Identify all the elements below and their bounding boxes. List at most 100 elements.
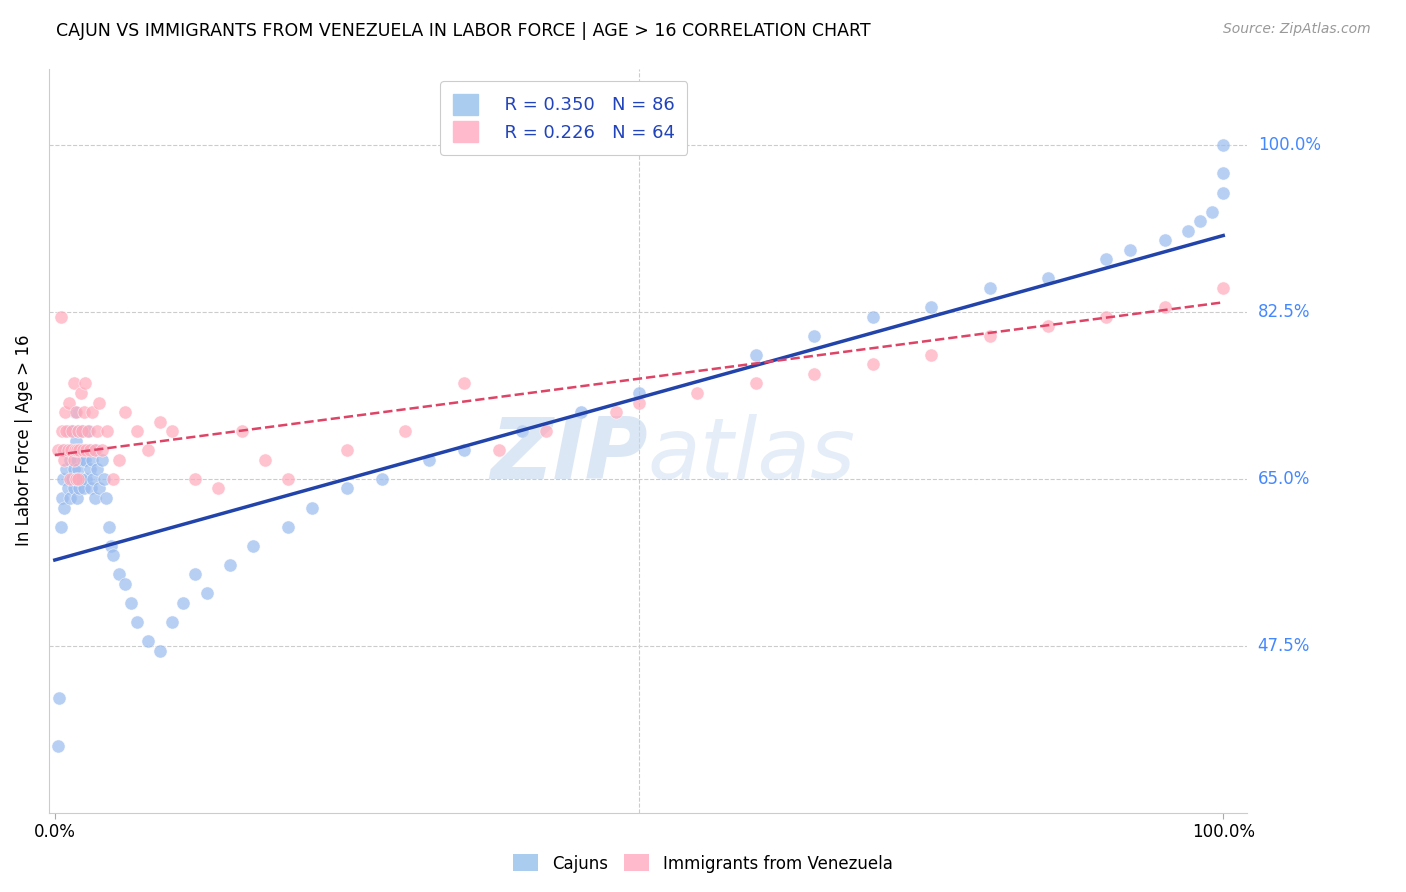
Point: [69, 472, 91, 486]
Point: [979, 281, 1001, 295]
Point: [803, 328, 825, 343]
Point: [55, 462, 77, 476]
Point: [1212, 186, 1234, 200]
Point: [394, 424, 416, 438]
Point: [65, 472, 87, 486]
Point: [79, 462, 101, 476]
Text: Source: ZipAtlas.com: Source: ZipAtlas.com: [1223, 22, 1371, 37]
Text: CAJUN VS IMMIGRANTS FROM VENEZUELA IN LABOR FORCE | AGE > 16 CORRELATION CHART: CAJUN VS IMMIGRANTS FROM VENEZUELA IN LA…: [56, 22, 870, 40]
Point: [73, 405, 96, 419]
Point: [58, 424, 80, 438]
Point: [1119, 243, 1142, 257]
Point: [93, 472, 115, 486]
Point: [82, 405, 104, 419]
Point: [73, 482, 96, 496]
Point: [1212, 281, 1234, 295]
Point: [627, 395, 650, 409]
Point: [51, 424, 73, 438]
Point: [184, 567, 207, 582]
Point: [277, 519, 299, 533]
Text: 65.0%: 65.0%: [1258, 470, 1310, 488]
Point: [90, 452, 112, 467]
Legend:   R = 0.350   N = 86,   R = 0.226   N = 64: R = 0.350 N = 86, R = 0.226 N = 64: [440, 81, 688, 154]
Point: [73, 443, 96, 458]
Point: [108, 567, 131, 582]
Point: [1036, 319, 1059, 334]
Point: [254, 452, 277, 467]
Point: [53, 443, 76, 458]
Point: [67, 424, 90, 438]
Legend: Cajuns, Immigrants from Venezuela: Cajuns, Immigrants from Venezuela: [506, 847, 900, 880]
Point: [160, 615, 183, 629]
Point: [114, 577, 136, 591]
Point: [83, 491, 105, 505]
Point: [72, 452, 94, 467]
Point: [60, 443, 83, 458]
Point: [89, 482, 111, 496]
Point: [67, 462, 90, 476]
Point: [1212, 137, 1234, 152]
Point: [62, 462, 84, 476]
Point: [149, 643, 172, 657]
Point: [60, 424, 83, 438]
Point: [59, 491, 82, 505]
Point: [75, 376, 97, 391]
Point: [301, 500, 323, 515]
Point: [125, 615, 148, 629]
Point: [510, 424, 533, 438]
Point: [66, 443, 89, 458]
Point: [62, 376, 84, 391]
Point: [86, 424, 108, 438]
Point: [219, 558, 242, 572]
Point: [920, 300, 942, 314]
Point: [65, 434, 87, 448]
Point: [53, 452, 76, 467]
Point: [79, 443, 101, 458]
Point: [89, 395, 111, 409]
Point: [1177, 224, 1199, 238]
Point: [75, 452, 97, 467]
Point: [745, 348, 768, 362]
Point: [66, 491, 89, 505]
Point: [149, 415, 172, 429]
Point: [114, 405, 136, 419]
Point: [70, 424, 93, 438]
Point: [67, 424, 90, 438]
Point: [75, 472, 97, 486]
Point: [67, 443, 90, 458]
Point: [862, 310, 884, 324]
Point: [56, 443, 79, 458]
Point: [745, 376, 768, 391]
Point: [77, 424, 100, 438]
Point: [49, 519, 72, 533]
Point: [1201, 204, 1223, 219]
Point: [59, 472, 82, 486]
Point: [418, 452, 440, 467]
Point: [80, 482, 103, 496]
Point: [277, 472, 299, 486]
Point: [371, 472, 394, 486]
Point: [65, 472, 87, 486]
Point: [336, 443, 359, 458]
Point: [63, 443, 86, 458]
Point: [1188, 214, 1211, 228]
Point: [1153, 300, 1175, 314]
Point: [242, 539, 264, 553]
Point: [103, 472, 125, 486]
Point: [627, 386, 650, 401]
Point: [100, 539, 122, 553]
Point: [62, 452, 84, 467]
Point: [96, 424, 118, 438]
Point: [1153, 233, 1175, 247]
Point: [336, 482, 359, 496]
Point: [120, 596, 142, 610]
Point: [60, 443, 83, 458]
Point: [1095, 310, 1118, 324]
Point: [184, 472, 207, 486]
Point: [453, 443, 475, 458]
Point: [920, 348, 942, 362]
Text: ZIP: ZIP: [491, 414, 648, 497]
Point: [136, 634, 159, 648]
Point: [72, 443, 94, 458]
Point: [63, 443, 86, 458]
